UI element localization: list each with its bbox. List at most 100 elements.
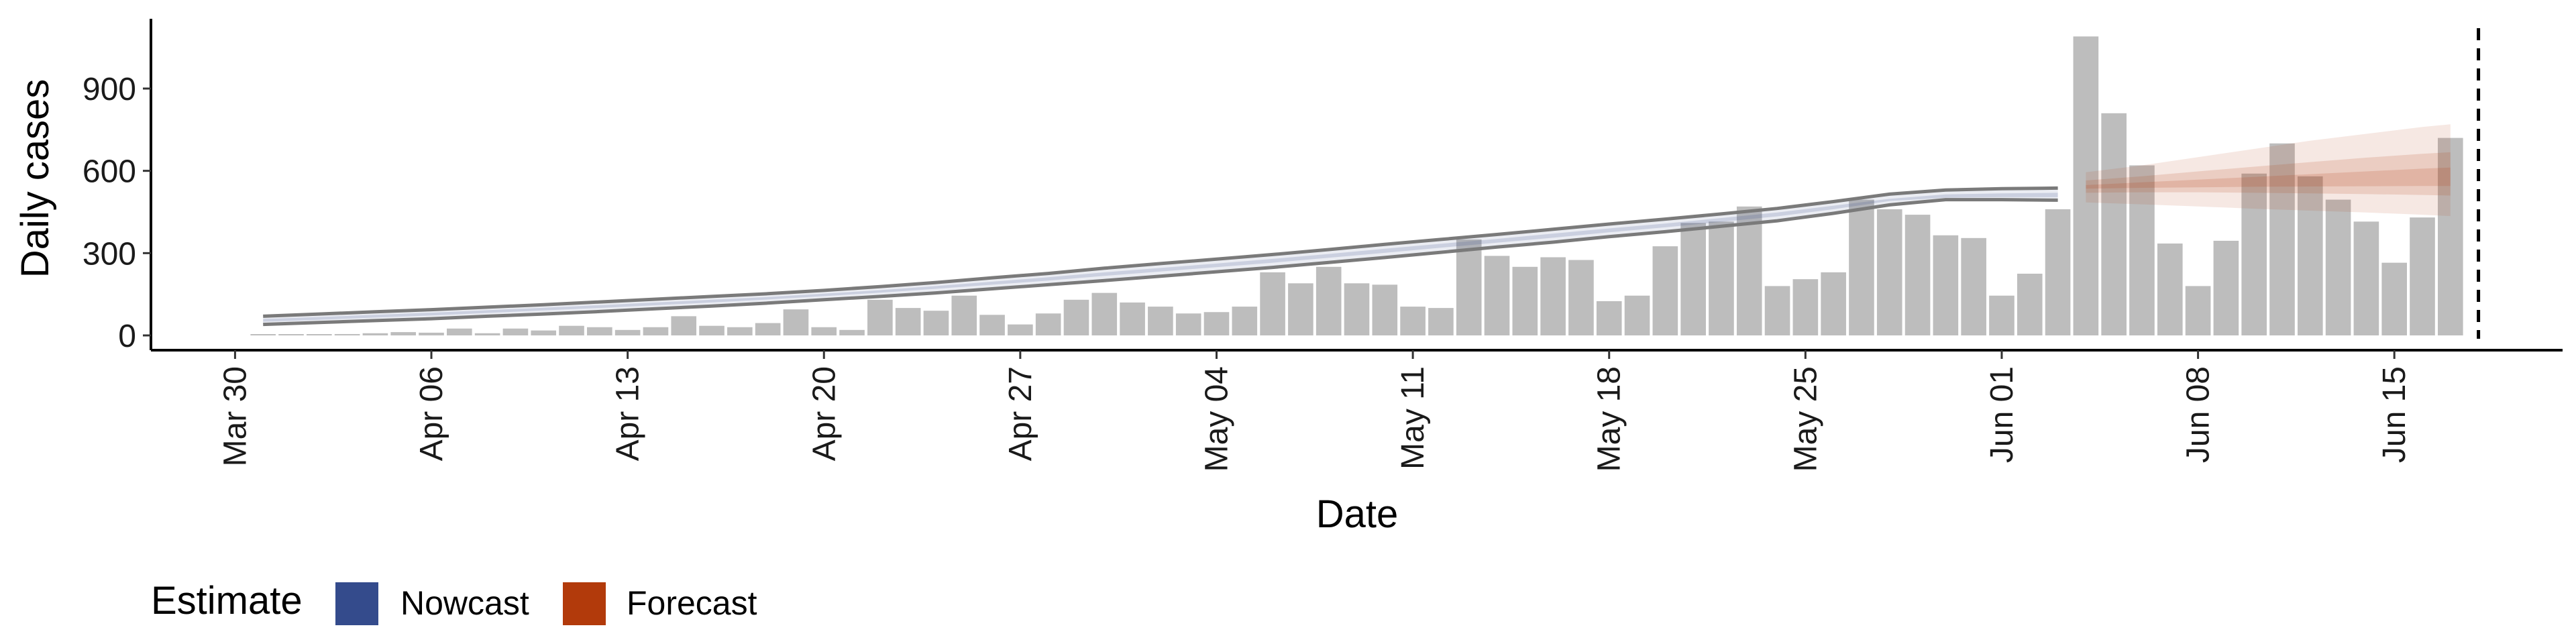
bar-2020-05-21: [1680, 223, 1706, 335]
legend-title: Estimate: [151, 579, 303, 623]
bar-2020-04-03: [334, 333, 360, 335]
bar-2020-04-22: [867, 299, 893, 335]
x-axis-title: Date: [1316, 492, 1399, 536]
bar-2020-06-15: [2381, 262, 2407, 335]
bar-2020-06-16: [2410, 217, 2435, 335]
bar-2020-05-07: [1288, 283, 1313, 335]
bar-2020-04-28: [1035, 313, 1061, 335]
y-tick-label-300: 300: [83, 236, 136, 272]
bar-2020-04-17: [727, 327, 753, 335]
bar-2020-05-31: [1961, 237, 1986, 335]
x-tick-label-3: Apr 20: [806, 366, 842, 461]
x-tick-label-9: Jun 01: [1984, 366, 2020, 463]
bar-2020-04-02: [307, 334, 332, 335]
bar-2020-05-29: [1904, 215, 1931, 335]
x-tick-label-1: Apr 06: [414, 366, 449, 461]
bar-2020-04-30: [1091, 292, 1118, 335]
legend-swatch-forecast: [563, 582, 606, 625]
x-tick-label-0: Mar 30: [217, 366, 253, 466]
bar-2020-04-15: [671, 316, 697, 335]
bar-2020-06-13: [2325, 199, 2351, 335]
forecast-ribbon-50: [2086, 152, 2451, 196]
bar-2020-05-30: [1933, 235, 1959, 335]
x-tick-label-8: May 25: [1788, 366, 1823, 472]
bar-2020-04-06: [419, 332, 444, 335]
bar-2020-05-27: [1849, 199, 1874, 335]
bar-2020-04-29: [1063, 299, 1089, 335]
bar-2020-04-26: [979, 315, 1005, 335]
bar-2020-04-08: [474, 333, 500, 335]
bar-2020-05-26: [1821, 272, 1846, 335]
bar-2020-05-01: [1120, 302, 1145, 335]
bar-2020-05-16: [1540, 257, 1566, 335]
bar-2020-04-18: [755, 323, 781, 335]
bar-2020-05-14: [1484, 256, 1510, 335]
bars-layer: [250, 36, 2463, 336]
x-tick-label-4: Apr 27: [1003, 366, 1038, 461]
x-tick-label-6: May 11: [1395, 366, 1431, 470]
bar-2020-05-17: [1568, 260, 1594, 335]
y-tick-label-0: 0: [118, 319, 136, 354]
bar-2020-05-22: [1709, 221, 1734, 335]
bar-2020-05-20: [1652, 246, 1678, 335]
forecast-ribbon-20: [2086, 167, 2451, 189]
bar-2020-05-03: [1175, 313, 1201, 335]
bar-2020-05-02: [1148, 307, 1173, 335]
bar-2020-04-07: [447, 328, 472, 335]
bar-2020-05-23: [1736, 206, 1762, 335]
bar-2020-05-25: [1792, 279, 1819, 335]
x-tick-label-2: Apr 13: [610, 366, 646, 461]
nowcast-upper-outline: [263, 186, 2058, 318]
bar-2020-04-13: [614, 329, 641, 335]
bar-2020-05-18: [1596, 301, 1622, 335]
nowcast-ribbons: [263, 186, 2058, 327]
nowcast-lower-outline: [263, 198, 2058, 327]
bar-2020-06-10: [2241, 173, 2267, 335]
bar-2020-05-05: [1232, 307, 1258, 335]
bar-2020-04-24: [923, 311, 949, 335]
bar-2020-04-27: [1008, 324, 1033, 335]
x-tick-label-10: Jun 08: [2181, 366, 2216, 463]
bar-2020-06-07: [2157, 244, 2183, 335]
bar-2020-06-12: [2297, 176, 2323, 335]
bar-2020-04-14: [643, 327, 669, 335]
y-ticks: 0 300 600 900: [83, 72, 151, 354]
forecast-ribbon-90: [2086, 124, 2451, 217]
bar-2020-05-08: [1316, 266, 1342, 335]
bar-2020-04-16: [699, 325, 724, 335]
bar-2020-05-13: [1456, 239, 1482, 335]
bar-2020-04-04: [362, 333, 388, 335]
bar-2020-04-21: [839, 329, 865, 335]
bar-2020-06-14: [2353, 221, 2379, 335]
bar-2020-06-03: [2045, 209, 2071, 335]
bar-2020-04-05: [390, 332, 417, 335]
bar-2020-04-25: [951, 295, 977, 335]
bar-2020-04-23: [895, 308, 921, 335]
bar-2020-06-17: [2437, 138, 2463, 335]
bar-2020-04-12: [587, 327, 612, 335]
bar-2020-06-04: [2073, 36, 2099, 336]
bar-2020-06-02: [2017, 274, 2043, 335]
bar-2020-05-11: [1400, 307, 1426, 335]
bar-2020-04-10: [531, 330, 557, 335]
bar-2020-03-31: [250, 334, 276, 335]
legend-swatch-nowcast: [335, 582, 378, 625]
bar-2020-05-19: [1624, 295, 1650, 335]
x-tick-label-7: May 18: [1592, 366, 1627, 472]
bar-2020-06-06: [2129, 165, 2155, 335]
x-ticks: Mar 30 Apr 06 Apr 13 Apr 20 Apr 27 May 04 May …: [217, 350, 2412, 472]
bar-2020-05-06: [1260, 272, 1285, 335]
bar-2020-05-28: [1876, 209, 1902, 335]
legend-label-nowcast: Nowcast: [400, 584, 529, 622]
bar-2020-04-19: [783, 309, 809, 335]
axes: 0 300 600 900 Mar 30 Apr 06 Apr 13 Apr 20 Apr 2…: [83, 19, 2563, 472]
y-tick-label-900: 900: [83, 72, 136, 107]
bar-2020-06-09: [2213, 240, 2239, 335]
bar-2020-06-05: [2101, 113, 2127, 336]
legend-label-forecast: Forecast: [627, 584, 757, 622]
y-axis-title: Daily cases: [13, 79, 57, 278]
forecast-ribbons: [2086, 124, 2451, 217]
bar-2020-05-10: [1372, 284, 1398, 335]
bar-2020-06-08: [2185, 286, 2211, 335]
